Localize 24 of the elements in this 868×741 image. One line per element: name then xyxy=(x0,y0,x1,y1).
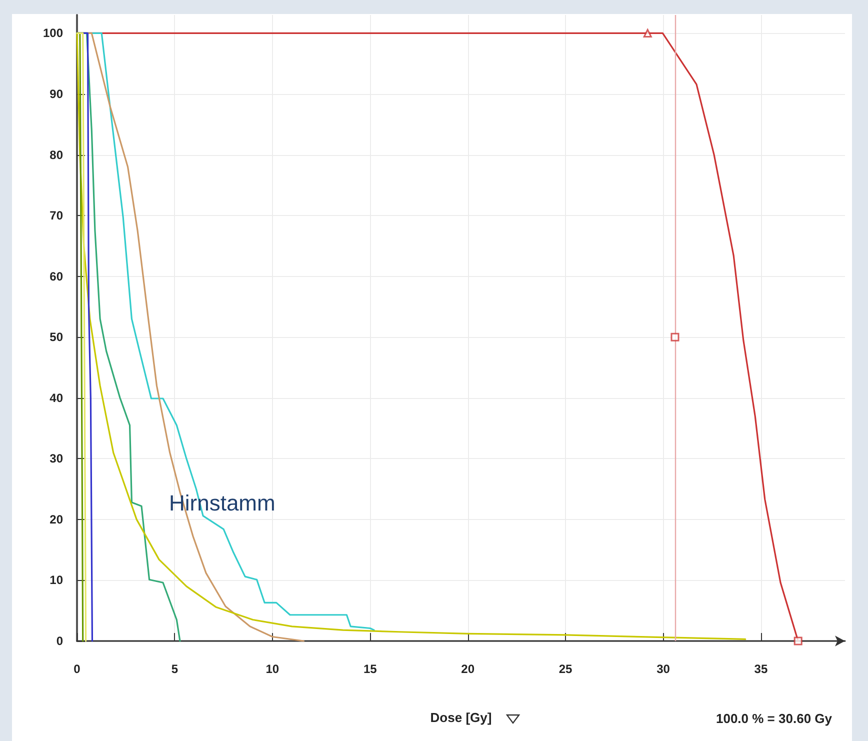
point xyxy=(794,636,802,646)
x-tick-label: 15 xyxy=(363,662,378,676)
x-tick-label: 30 xyxy=(656,662,670,676)
y-tick-label: 100 xyxy=(42,26,64,40)
x-tick-label: 10 xyxy=(266,662,280,676)
y-tick-label: 60 xyxy=(50,269,64,284)
x-tick-label: 0 xyxy=(74,662,81,676)
y-tick-label: 20 xyxy=(50,512,64,526)
y-tick-label: 0 xyxy=(56,634,64,648)
x-tick-label: 5 xyxy=(171,662,178,676)
y-tick-label: 30 xyxy=(50,452,64,466)
point xyxy=(643,28,652,38)
x-tick-label: 20 xyxy=(461,662,475,676)
x-tick-label: 25 xyxy=(558,662,573,676)
point xyxy=(670,332,680,342)
y-tick-label: 70 xyxy=(50,208,64,223)
y-tick-label: 10 xyxy=(50,573,64,588)
x-axis-title: Dose [Gy] xyxy=(430,710,492,725)
y-tick-label: 50 xyxy=(50,330,64,344)
text: 100.0 % = 30.60 Gy xyxy=(716,711,833,726)
x-tick-label: 35 xyxy=(754,662,768,676)
y-tick-label: 40 xyxy=(50,390,64,405)
y-tick-label: 90 xyxy=(50,87,64,102)
y-tick-label: 80 xyxy=(50,148,64,162)
